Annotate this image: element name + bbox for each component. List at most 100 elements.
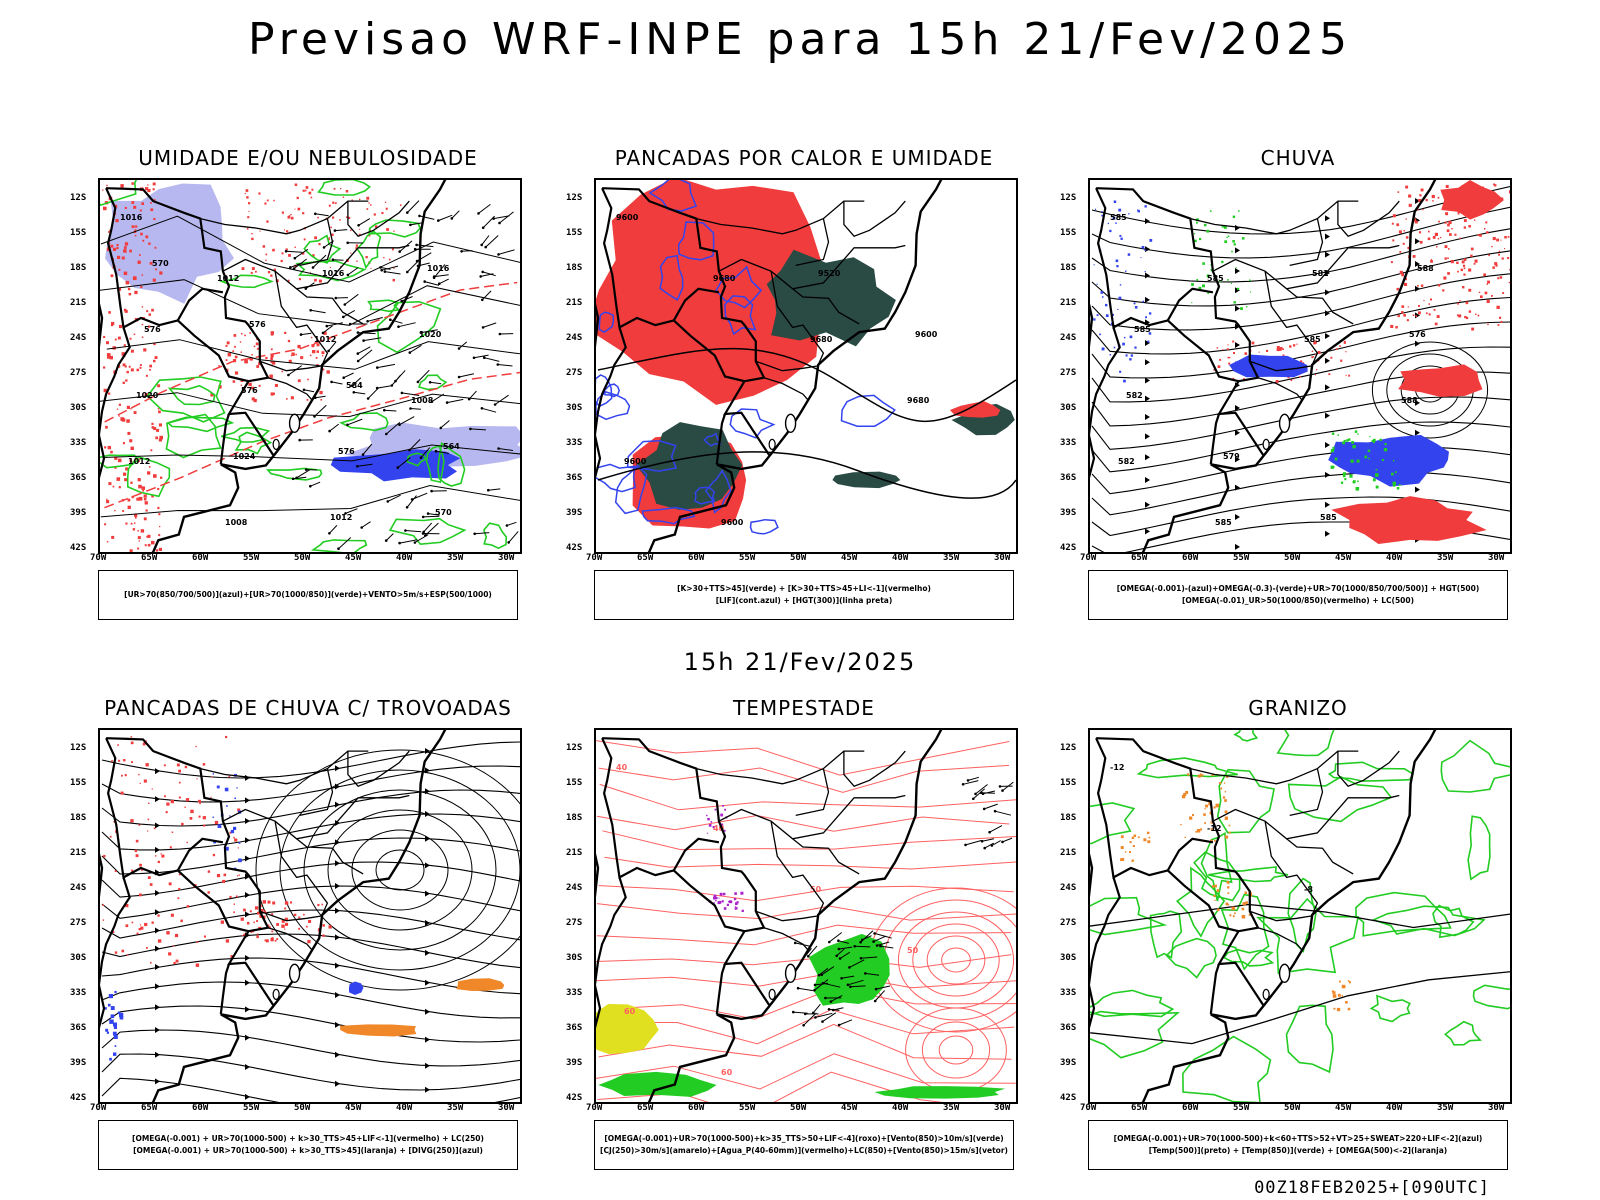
field-speckle xyxy=(1093,318,1096,321)
contour-label: 9680 xyxy=(810,335,833,344)
field-speckle xyxy=(1398,230,1402,234)
streamline-arrow xyxy=(1235,323,1240,330)
field-speckle xyxy=(1096,314,1099,317)
field-speckle xyxy=(1396,287,1399,291)
map-granizo: -12 -12 -8 xyxy=(1088,728,1512,1104)
field-speckle xyxy=(1354,430,1358,433)
field-speckle xyxy=(1258,351,1260,353)
field-speckle xyxy=(168,882,172,886)
field-speckle xyxy=(138,540,140,542)
field-speckle xyxy=(1405,218,1407,220)
wind-vector xyxy=(850,985,866,988)
field-speckle xyxy=(1129,851,1131,854)
streamline-850 xyxy=(602,830,1016,851)
field-speckle xyxy=(1302,362,1305,364)
field-speckle xyxy=(281,919,285,923)
field-speckle xyxy=(1367,449,1371,453)
wind-vector-head xyxy=(289,266,292,269)
field-speckle xyxy=(1479,234,1482,237)
field-speckle xyxy=(306,399,309,401)
field-speckle xyxy=(265,253,268,256)
field-speckle xyxy=(140,926,144,930)
field-speckle xyxy=(284,928,286,930)
lat-tick-label: 33S xyxy=(70,438,87,448)
contour-label: 50 xyxy=(810,885,822,894)
streamline-arrow xyxy=(1415,198,1420,204)
field-speckle xyxy=(244,359,248,364)
streamline-arrow xyxy=(155,768,160,775)
field-speckle xyxy=(1207,292,1209,294)
field-speckle xyxy=(1333,1007,1336,1010)
field-speckle xyxy=(123,344,126,347)
wind-vector xyxy=(981,838,995,842)
lagoa-mirim xyxy=(1262,988,1270,1000)
field-speckle xyxy=(158,410,161,414)
wind-vector-head xyxy=(875,944,879,947)
field-speckle xyxy=(169,846,172,849)
field-speckle xyxy=(237,847,239,849)
wind-vector-head xyxy=(874,987,878,991)
streamline-arrow xyxy=(335,907,340,914)
field-speckle xyxy=(1118,296,1122,300)
field-speckle xyxy=(1119,234,1122,237)
political-border xyxy=(1286,288,1354,325)
wind-vector xyxy=(482,271,496,277)
field-speckle xyxy=(1144,271,1146,273)
field-speckle xyxy=(1112,313,1114,316)
wind-vector-head xyxy=(812,1011,815,1015)
lat-tick-label: 12S xyxy=(566,743,583,753)
wind-vector xyxy=(828,932,843,943)
field-speckle xyxy=(142,742,146,746)
field-speckle xyxy=(1117,308,1119,310)
wind-vector-head xyxy=(376,366,379,369)
field-speckle xyxy=(250,931,252,934)
wind-vector xyxy=(807,945,818,957)
field-speckle xyxy=(1463,226,1466,229)
lon-tick-label: 45W xyxy=(1335,553,1352,563)
field-speckle xyxy=(116,246,119,250)
field-speckle xyxy=(129,549,133,552)
field-speckle xyxy=(103,366,106,369)
field-speckle xyxy=(307,378,309,381)
streamline xyxy=(101,765,520,803)
field-speckle xyxy=(1232,240,1235,243)
wind-vector-head xyxy=(298,438,301,442)
field-speckle xyxy=(228,775,231,778)
field-speckle xyxy=(1426,312,1428,315)
wind-vector xyxy=(439,278,449,285)
field-speckle xyxy=(1346,439,1349,442)
field-speckle xyxy=(267,900,271,904)
field-speckle xyxy=(264,910,266,913)
field-speckle xyxy=(1456,261,1459,264)
field-speckle xyxy=(1492,266,1495,269)
contour-label: 585 xyxy=(1215,518,1232,527)
field-speckle xyxy=(248,382,252,387)
field-speckle xyxy=(1228,824,1231,827)
wind-vector-head xyxy=(334,296,338,300)
wind-vector xyxy=(474,532,490,535)
wind-vector-head xyxy=(314,212,317,216)
field-speckle xyxy=(130,481,133,484)
wind-vector-head xyxy=(357,224,360,227)
field-speckle xyxy=(1383,448,1388,452)
streamline-arrow xyxy=(425,835,430,842)
lon-tick-label: 60W xyxy=(688,1103,705,1113)
contour-label: 585 xyxy=(1320,513,1337,522)
wind-vector-head xyxy=(386,500,390,503)
wind-vector xyxy=(451,210,460,219)
field-speckle xyxy=(1223,225,1227,229)
field-speckle xyxy=(294,208,296,210)
field-speckle xyxy=(178,781,181,784)
field-speckle xyxy=(143,517,147,521)
contour-label: 9520 xyxy=(818,269,841,278)
political-border xyxy=(1095,187,1214,330)
wind-vector-head xyxy=(473,532,477,536)
field-speckle xyxy=(123,472,127,476)
field-speckle xyxy=(350,252,352,254)
field-speckle xyxy=(351,199,353,201)
contour-label: -12 xyxy=(1207,824,1221,833)
lat-tick-label: 36S xyxy=(1060,473,1077,483)
field-speckle xyxy=(373,213,376,216)
field-speckle xyxy=(136,368,139,372)
field-speckle xyxy=(134,513,138,517)
